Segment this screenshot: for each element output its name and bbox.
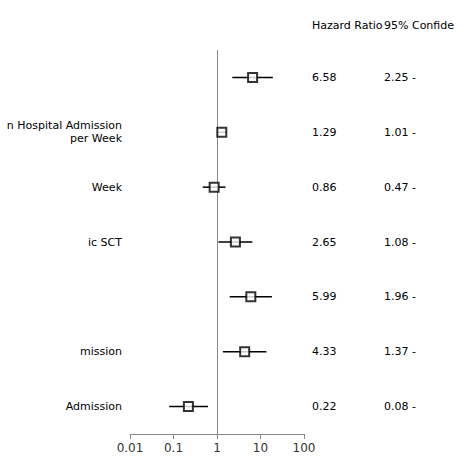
- svg-text:0.86: 0.86: [312, 181, 337, 194]
- svg-text:2.25 -: 2.25 -: [384, 71, 416, 84]
- svg-text:Week: Week: [92, 181, 123, 194]
- svg-text:5.99: 5.99: [312, 290, 337, 303]
- svg-text:4.33: 4.33: [312, 345, 337, 358]
- svg-text:ic SCT: ic SCT: [88, 236, 122, 249]
- svg-text:1.96 -: 1.96 -: [384, 290, 416, 303]
- svg-text:0.08 -: 0.08 -: [384, 400, 416, 413]
- svg-text:Hazard Ratio: Hazard Ratio: [312, 19, 383, 32]
- svg-text:0.22: 0.22: [312, 400, 337, 413]
- svg-text:10: 10: [253, 441, 268, 455]
- svg-text:per Week: per Week: [70, 132, 123, 145]
- svg-text:1: 1: [213, 441, 221, 455]
- svg-text:0.1: 0.1: [164, 441, 183, 455]
- svg-text:n Hospital Admission: n Hospital Admission: [7, 119, 122, 132]
- svg-text:mission: mission: [80, 345, 122, 358]
- svg-text:Admission: Admission: [66, 400, 122, 413]
- svg-text:0.47 -: 0.47 -: [384, 181, 416, 194]
- svg-text:95% Confide: 95% Confide: [384, 19, 454, 32]
- svg-text:6.58: 6.58: [312, 71, 337, 84]
- svg-text:1.01 -: 1.01 -: [384, 126, 416, 139]
- svg-text:1.29: 1.29: [312, 126, 337, 139]
- svg-text:2.65: 2.65: [312, 236, 337, 249]
- svg-text:0.01: 0.01: [117, 441, 144, 455]
- svg-text:100: 100: [293, 441, 316, 455]
- svg-text:1.37 -: 1.37 -: [384, 345, 416, 358]
- svg-text:1.08 -: 1.08 -: [384, 236, 416, 249]
